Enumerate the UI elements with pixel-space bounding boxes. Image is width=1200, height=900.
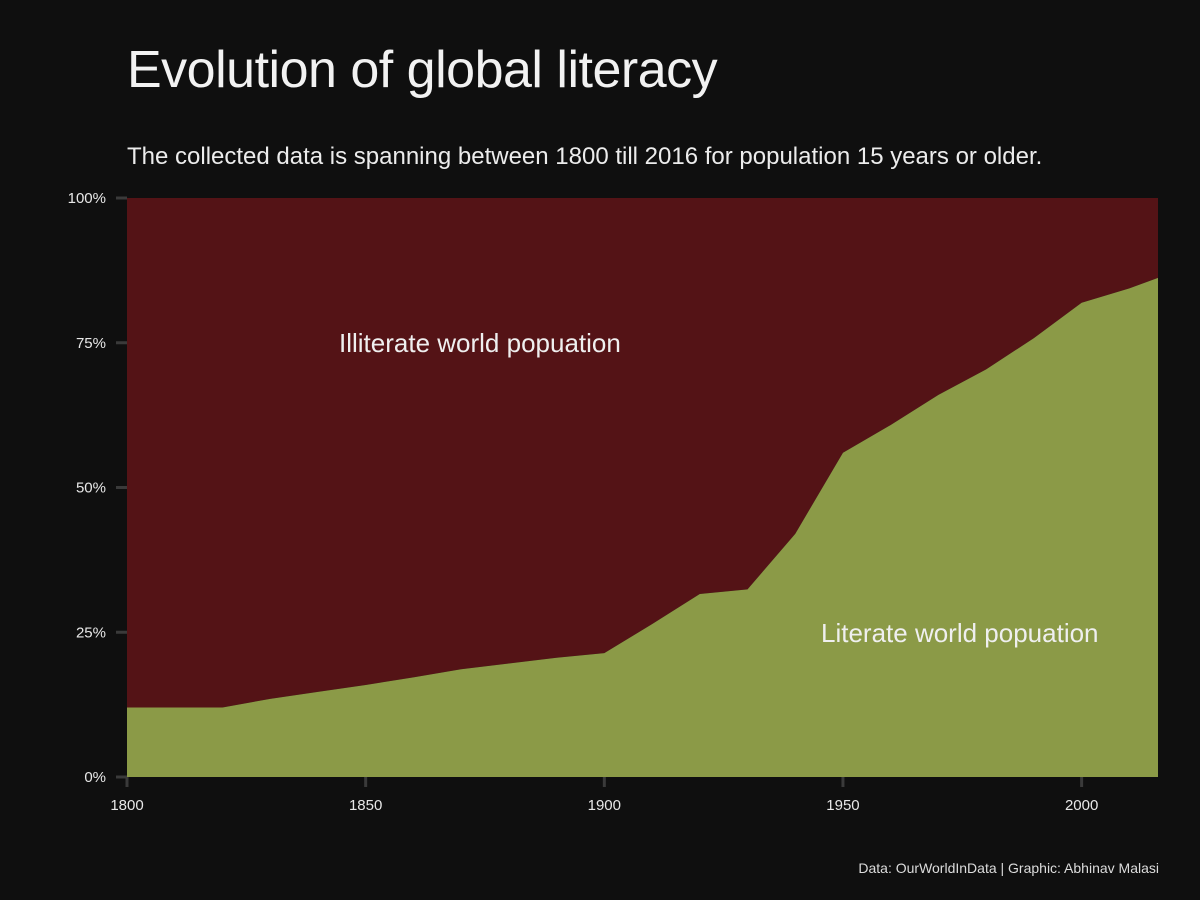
illiterate-area: [127, 198, 1158, 708]
y-tick-label: 0%: [84, 769, 106, 786]
y-tick-label: 75%: [76, 335, 106, 352]
x-tick-label: 1900: [588, 797, 621, 814]
y-tick-label: 25%: [76, 624, 106, 641]
y-tick-label: 50%: [76, 480, 106, 497]
x-tick-label: 1950: [826, 797, 859, 814]
chart-caption: Data: OurWorldInData | Graphic: Abhinav …: [858, 860, 1159, 876]
literate-area: [127, 277, 1158, 777]
x-tick-label: 1800: [110, 797, 143, 814]
y-tick-label: 100%: [68, 190, 106, 207]
chart-subtitle: The collected data is spanning between 1…: [127, 143, 1043, 170]
chart-title: Evolution of global literacy: [127, 41, 718, 99]
literate-series-label: Literate world popuation: [821, 618, 1099, 648]
x-tick-label: 1850: [349, 797, 382, 814]
x-tick-label: 2000: [1065, 797, 1098, 814]
illiterate-series-label: Illiterate world popuation: [339, 328, 621, 358]
